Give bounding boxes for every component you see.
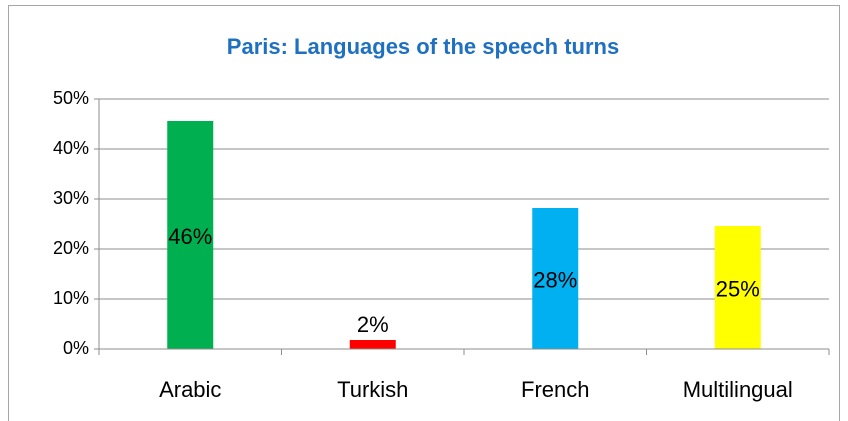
x-tick-label: Multilingual — [683, 377, 793, 402]
data-label: 46% — [168, 224, 212, 249]
y-tick-label: 0% — [63, 338, 89, 358]
data-label: 2% — [357, 312, 389, 337]
x-tick-label: Turkish — [337, 377, 408, 402]
data-label: 28% — [533, 267, 577, 292]
bar — [167, 121, 214, 349]
y-tick-label: 20% — [53, 238, 89, 258]
bar — [532, 208, 579, 349]
chart-frame — [8, 5, 840, 421]
y-tick-label: 30% — [53, 188, 89, 208]
y-tick-label: 10% — [53, 288, 89, 308]
chart-title: Paris: Languages of the speech turns — [227, 34, 619, 59]
x-tick-label: Arabic — [159, 377, 221, 402]
y-tick-label: 50% — [53, 88, 89, 108]
x-tick-label: French — [521, 377, 589, 402]
bar — [714, 226, 761, 349]
bar — [349, 340, 396, 349]
y-tick-label: 40% — [53, 138, 89, 158]
data-label: 25% — [716, 276, 760, 301]
